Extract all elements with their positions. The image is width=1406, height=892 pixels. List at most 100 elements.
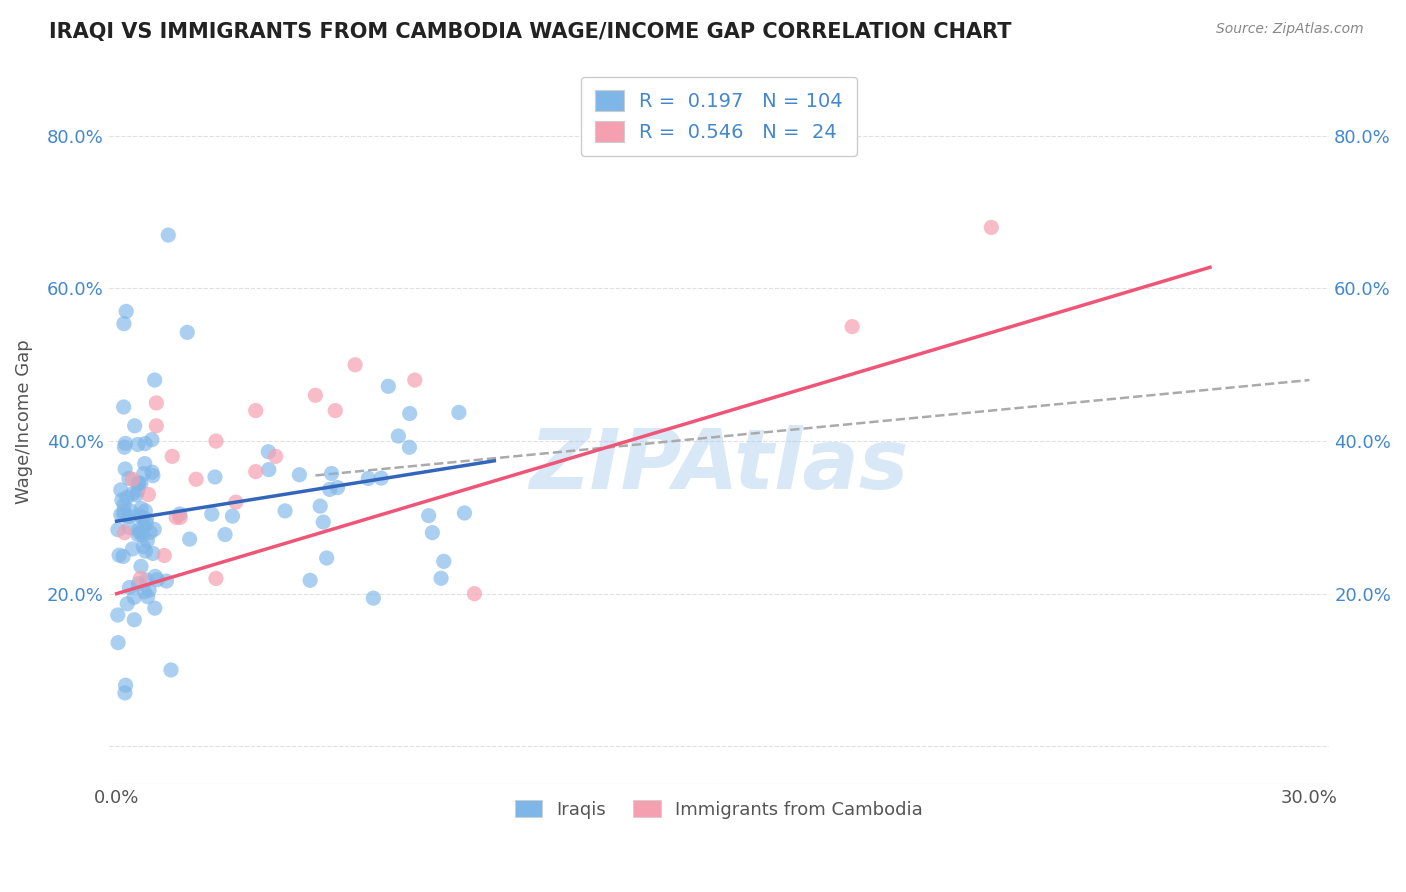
Point: [115, 597, 138, 611]
Point: [257, 462, 280, 476]
Text: Source: ZipAtlas.com: Source: ZipAtlas.com: [1216, 22, 1364, 37]
Point: [134, 544, 156, 558]
Point: [357, 471, 380, 485]
Point: [430, 571, 453, 585]
Point: [128, 576, 150, 591]
Point: [205, 571, 228, 585]
Point: [463, 587, 485, 601]
Y-axis label: Wage/Income Gap: Wage/Income Gap: [15, 340, 32, 504]
Point: [453, 506, 475, 520]
Point: [128, 508, 150, 523]
Point: [134, 504, 156, 518]
Point: [127, 483, 149, 497]
Point: [107, 607, 129, 622]
Point: [214, 527, 236, 541]
Point: [321, 467, 343, 481]
Point: [318, 483, 340, 497]
Point: [162, 450, 184, 464]
Point: [112, 400, 135, 414]
Point: [145, 418, 167, 433]
Point: [257, 444, 280, 458]
Point: [160, 663, 183, 677]
Point: [112, 508, 135, 522]
Point: [114, 686, 136, 700]
Point: [121, 472, 143, 486]
Point: [153, 549, 176, 563]
Point: [115, 304, 138, 318]
Point: [398, 440, 420, 454]
Point: [143, 601, 166, 615]
Point: [118, 509, 141, 524]
Point: [141, 433, 163, 447]
Point: [418, 508, 440, 523]
Point: [112, 498, 135, 512]
Point: [120, 504, 142, 518]
Point: [134, 457, 156, 471]
Point: [127, 437, 149, 451]
Point: [136, 533, 159, 548]
Point: [127, 527, 149, 541]
Point: [112, 317, 135, 331]
Point: [127, 475, 149, 490]
Point: [176, 326, 198, 340]
Point: [129, 559, 152, 574]
Point: [135, 573, 157, 587]
Point: [299, 574, 322, 588]
Point: [114, 436, 136, 450]
Legend: Iraqis, Immigrants from Cambodia: Iraqis, Immigrants from Cambodia: [508, 793, 929, 826]
Text: IRAQI VS IMMIGRANTS FROM CAMBODIA WAGE/INCOME GAP CORRELATION CHART: IRAQI VS IMMIGRANTS FROM CAMBODIA WAGE/I…: [49, 22, 1012, 42]
Point: [114, 525, 136, 540]
Point: [370, 471, 392, 485]
Point: [155, 574, 177, 588]
Point: [169, 510, 191, 524]
Point: [304, 388, 326, 402]
Point: [129, 476, 152, 491]
Point: [169, 507, 191, 521]
Point: [124, 418, 146, 433]
Point: [980, 220, 1002, 235]
Point: [107, 635, 129, 649]
Point: [143, 373, 166, 387]
Point: [312, 515, 335, 529]
Point: [225, 495, 247, 509]
Point: [110, 483, 132, 497]
Point: [114, 678, 136, 692]
Point: [139, 525, 162, 540]
Point: [131, 528, 153, 542]
Point: [404, 373, 426, 387]
Point: [145, 396, 167, 410]
Point: [129, 501, 152, 516]
Point: [135, 516, 157, 531]
Point: [118, 471, 141, 485]
Point: [142, 546, 165, 560]
Point: [118, 520, 141, 534]
Point: [135, 512, 157, 526]
Point: [245, 403, 267, 417]
Point: [118, 581, 141, 595]
Point: [245, 465, 267, 479]
Point: [129, 525, 152, 540]
Point: [288, 467, 311, 482]
Point: [131, 511, 153, 525]
Point: [377, 379, 399, 393]
Point: [387, 429, 409, 443]
Point: [221, 509, 243, 524]
Point: [165, 510, 187, 524]
Point: [122, 613, 145, 627]
Point: [146, 573, 169, 587]
Point: [132, 467, 155, 481]
Point: [128, 476, 150, 491]
Point: [363, 591, 385, 606]
Point: [184, 472, 207, 486]
Point: [112, 549, 135, 564]
Point: [138, 583, 160, 598]
Point: [132, 519, 155, 533]
Point: [142, 468, 165, 483]
Point: [127, 524, 149, 538]
Point: [204, 470, 226, 484]
Point: [114, 440, 136, 454]
Point: [141, 465, 163, 479]
Point: [143, 569, 166, 583]
Point: [132, 540, 155, 554]
Point: [179, 532, 201, 546]
